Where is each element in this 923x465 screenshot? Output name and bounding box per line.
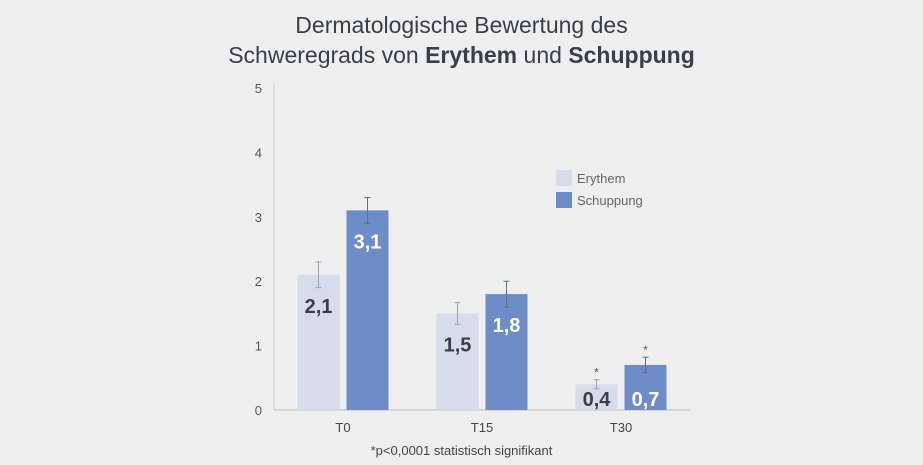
significance-marker: * bbox=[594, 366, 599, 380]
y-tick-label: 2 bbox=[255, 274, 262, 289]
x-tick-label: T30 bbox=[610, 420, 632, 435]
title-schuppung: Schuppung bbox=[568, 42, 695, 68]
significance-marker: * bbox=[643, 343, 648, 357]
data-label: 0,7 bbox=[632, 389, 660, 411]
title-text-1: Schweregrads von bbox=[228, 42, 426, 68]
y-tick-label: 4 bbox=[255, 145, 262, 160]
chart-title: Dermatologische Bewertung des Schweregra… bbox=[0, 10, 923, 70]
bar-schuppung bbox=[485, 294, 528, 410]
title-erythem: Erythem bbox=[425, 42, 518, 68]
bar-erythem bbox=[297, 274, 340, 410]
y-tick-label: 0 bbox=[255, 403, 262, 418]
data-label: 2,1 bbox=[305, 296, 333, 318]
footnote: *p<0,0001 statistisch signifikant bbox=[370, 443, 553, 458]
bar-schuppung bbox=[346, 210, 389, 410]
data-label: 0,4 bbox=[583, 389, 612, 411]
legend-label-schuppung: Schuppung bbox=[577, 193, 643, 208]
x-tick-label: T15 bbox=[471, 420, 493, 435]
data-label: 1,8 bbox=[493, 315, 521, 337]
y-tick-label: 3 bbox=[255, 210, 262, 225]
data-label: 1,5 bbox=[444, 334, 472, 356]
chart-title-line2: Schweregrads von Erythem und Schuppung bbox=[0, 40, 923, 70]
x-tick-label: T0 bbox=[335, 420, 350, 435]
y-tick-label: 5 bbox=[255, 81, 262, 96]
chart-title-line1: Dermatologische Bewertung des bbox=[295, 12, 628, 38]
legend-swatch-erythem bbox=[556, 170, 572, 186]
y-tick-label: 1 bbox=[255, 339, 262, 354]
bar-erythem bbox=[436, 313, 479, 410]
title-text-2: und bbox=[517, 42, 569, 68]
data-label: 3,1 bbox=[354, 231, 382, 253]
legend-swatch-schuppung bbox=[556, 192, 572, 208]
legend-label-erythem: Erythem bbox=[577, 171, 625, 186]
